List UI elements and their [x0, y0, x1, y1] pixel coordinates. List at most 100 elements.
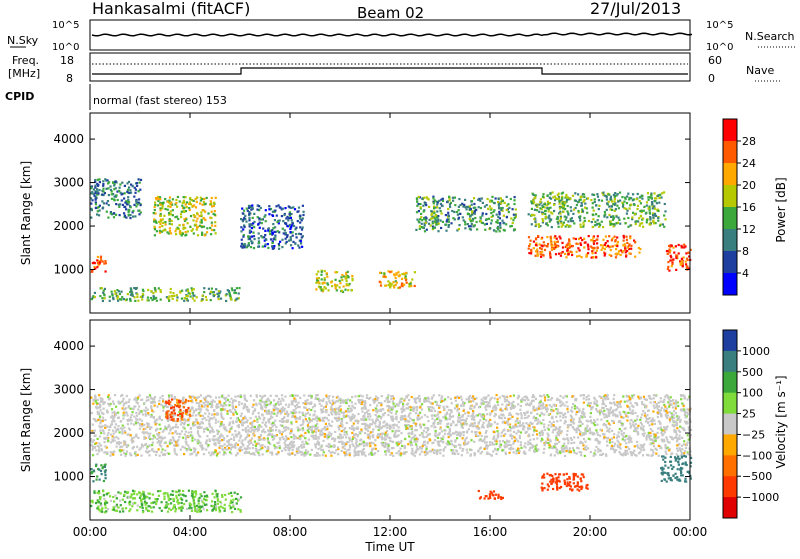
velocity-cell: [302, 421, 304, 423]
velocity-cell: [658, 455, 660, 457]
power-cell: [295, 227, 297, 229]
power-cell: [452, 217, 454, 219]
power-cell: [249, 230, 251, 232]
power-cell: [536, 209, 538, 211]
velocity-cell: [427, 427, 429, 429]
velocity-cell: [127, 423, 129, 425]
power-cell: [276, 215, 278, 217]
power-cell: [425, 219, 427, 221]
power-cell: [209, 227, 211, 229]
velocity-cell: [599, 413, 601, 415]
power-cell: [188, 207, 190, 209]
velocity-cell: [519, 420, 521, 422]
velocity-cell: [367, 434, 369, 436]
velocity-cell: [115, 431, 117, 433]
power-cell: [441, 212, 443, 214]
velocity-cell: [287, 421, 289, 423]
velocity-cell: [314, 413, 316, 415]
power-cell: [128, 214, 130, 216]
velocity-cell: [277, 408, 279, 410]
power-cell: [326, 272, 328, 274]
velocity-cell: [113, 403, 115, 405]
power-cell: [139, 182, 141, 184]
power-cell: [572, 213, 574, 215]
velocity-cell: [230, 417, 232, 419]
power-cell: [637, 193, 639, 195]
power-cell: [552, 196, 554, 198]
power-cell: [557, 241, 559, 243]
power-cell: [573, 237, 575, 239]
power-cell: [260, 235, 262, 237]
velocity-cell: [256, 418, 258, 420]
velocity-cell: [365, 444, 367, 446]
power-cell: [253, 226, 255, 228]
power-cell: [119, 214, 121, 216]
power-cell: [543, 254, 545, 256]
velocity-cell: [150, 407, 152, 409]
velocity-cell: [525, 446, 527, 448]
power-cell: [597, 196, 599, 198]
velocity-cell: [253, 399, 255, 401]
power-cell: [579, 242, 581, 244]
velocity-cell: [418, 395, 420, 397]
velocity-cell: [104, 445, 106, 447]
velocity-cell: [376, 405, 378, 407]
power-cell: [480, 220, 482, 222]
power-cell: [127, 189, 129, 191]
power-cell: [117, 300, 119, 302]
velocity-cell: [127, 434, 129, 436]
velocity-cell: [423, 430, 425, 432]
velocity-cell: [337, 396, 339, 398]
power-cell: [434, 220, 436, 222]
power-cell: [602, 247, 604, 249]
velocity-cell: [208, 452, 210, 454]
power-cell: [242, 236, 244, 238]
power-cell: [562, 202, 564, 204]
power-cell: [685, 261, 687, 263]
power-cell: [169, 227, 171, 229]
noise-right-tick-high: 10^5: [706, 20, 733, 31]
power-cell: [564, 253, 566, 255]
velocity-cell: [675, 407, 677, 409]
velocity-cell: [342, 446, 344, 448]
power-cell: [571, 254, 573, 256]
velocity-cell: [484, 436, 486, 438]
power-cell: [557, 222, 559, 224]
power-cell: [580, 226, 582, 228]
velocity-cell: [485, 419, 487, 421]
velocity-cell: [227, 399, 229, 401]
power-cell: [98, 189, 100, 191]
power-cell: [592, 202, 594, 204]
velocity-cell: [92, 424, 94, 426]
velocity-cell: [654, 423, 656, 425]
power-cell: [147, 297, 149, 299]
velocity-cell: [264, 395, 266, 397]
velocity-cell: [611, 438, 613, 440]
power-cell: [235, 298, 237, 300]
velocity-cell: [573, 418, 575, 420]
velocity-cell: [218, 442, 220, 444]
velocity-cell: [250, 442, 252, 444]
power-cell: [119, 183, 121, 185]
power-cell: [136, 185, 138, 187]
power-cell: [654, 200, 656, 202]
power-cell: [93, 195, 95, 197]
power-cell: [610, 249, 612, 251]
velocity-cell: [400, 398, 402, 400]
power-cell: [181, 211, 183, 213]
velocity-cell: [249, 447, 251, 449]
power-cell: [675, 254, 677, 256]
velocity-cell: [307, 451, 309, 453]
power-cell: [514, 196, 516, 198]
velocity-cell: [486, 424, 488, 426]
velocity-cell: [683, 443, 685, 445]
power-cell: [95, 203, 97, 205]
velocity-cell: [328, 434, 330, 436]
power-cell: [530, 252, 532, 254]
velocity-cell: [425, 431, 427, 433]
velocity-cell: [162, 398, 164, 400]
power-cell: [605, 235, 607, 237]
velocity-cell: [611, 420, 613, 422]
power-cell: [675, 245, 677, 247]
velocity-cell: [203, 402, 205, 404]
